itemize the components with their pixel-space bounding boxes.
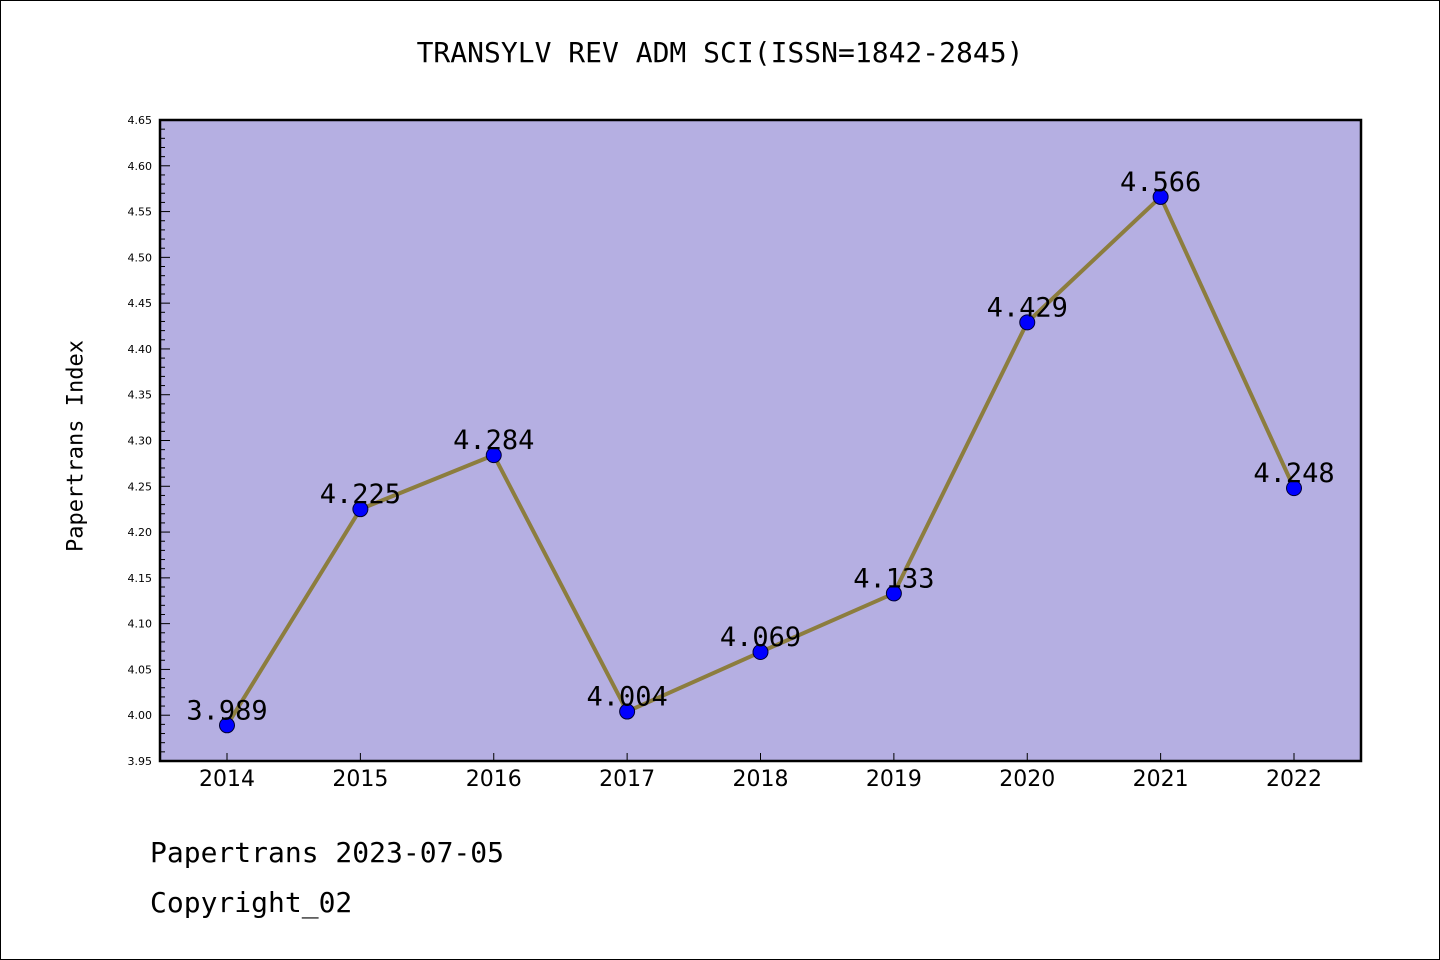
- x-tick-label: 2015: [332, 767, 388, 792]
- data-point: [885, 585, 902, 602]
- data-label: 4.284: [453, 425, 534, 456]
- data-label: 4.004: [586, 682, 667, 713]
- y-tick-label: 4.15: [128, 572, 153, 585]
- y-tick-label: 4.25: [128, 480, 153, 493]
- x-tick-label: 2021: [1133, 767, 1189, 792]
- x-tick-label: 2014: [199, 767, 255, 792]
- data-label: 4.133: [853, 563, 934, 594]
- chart-title: TRANSYLV REV ADM SCI(ISSN=1842-2845): [416, 36, 1024, 69]
- x-axis: 2014 2015 2016 2017 2018 2019 2020 2021 2022: [199, 753, 1322, 792]
- x-tick-label: 2018: [733, 767, 789, 792]
- plot-border: [158, 118, 1363, 763]
- y-tick-label: 4.30: [128, 435, 153, 448]
- y-tick-label: 4.50: [128, 251, 153, 264]
- y-tick-label: 4.05: [128, 663, 153, 676]
- data-point: [1019, 314, 1036, 331]
- data-point: [1286, 480, 1302, 497]
- data-point: [752, 644, 769, 661]
- data-label: 3.989: [186, 695, 267, 726]
- y-tick-label: 4.00: [128, 709, 153, 722]
- plot-area: [160, 120, 1361, 761]
- y-tick-label: 4.65: [128, 114, 153, 127]
- data-label: 4.225: [320, 479, 401, 510]
- data-label: 4.429: [987, 292, 1068, 323]
- y-tick-label: 4.55: [128, 206, 153, 219]
- data-label: 4.566: [1120, 167, 1201, 198]
- series-markers: [219, 188, 1302, 734]
- y-tick-label: 4.35: [128, 389, 153, 402]
- footer-copyright: Copyright_02: [150, 886, 353, 919]
- y-tick-label: 4.60: [128, 160, 153, 173]
- data-point: [485, 447, 502, 464]
- x-tick-label: 2022: [1266, 767, 1322, 792]
- data-label: 4.248: [1253, 458, 1334, 489]
- y-tick-label: 3.95: [128, 755, 153, 768]
- x-tick-label: 2020: [999, 767, 1055, 792]
- data-point: [352, 501, 369, 518]
- data-point: [219, 717, 235, 734]
- data-point: [1152, 188, 1169, 205]
- data-point: [619, 703, 636, 720]
- data-labels: 3.989 4.225 4.284 4.004 4.069 4.133 4.429 4.566…: [186, 167, 1334, 726]
- data-label: 4.069: [720, 622, 801, 653]
- x-tick-label: 2017: [599, 767, 655, 792]
- footer-date: Papertrans 2023-07-05: [150, 836, 505, 869]
- x-tick-label: 2019: [866, 767, 922, 792]
- y-tick-label: 4.45: [128, 297, 153, 310]
- y-axis: 3.95 4.00 4.05 4.10 4.15 4.20 4.25 4.30 4.35 4.40…: [128, 114, 170, 768]
- y-tick-label: 4.10: [128, 618, 153, 631]
- x-tick-label: 2016: [466, 767, 522, 792]
- y-tick-label: 4.40: [128, 343, 153, 356]
- y-tick-label: 4.20: [128, 526, 153, 539]
